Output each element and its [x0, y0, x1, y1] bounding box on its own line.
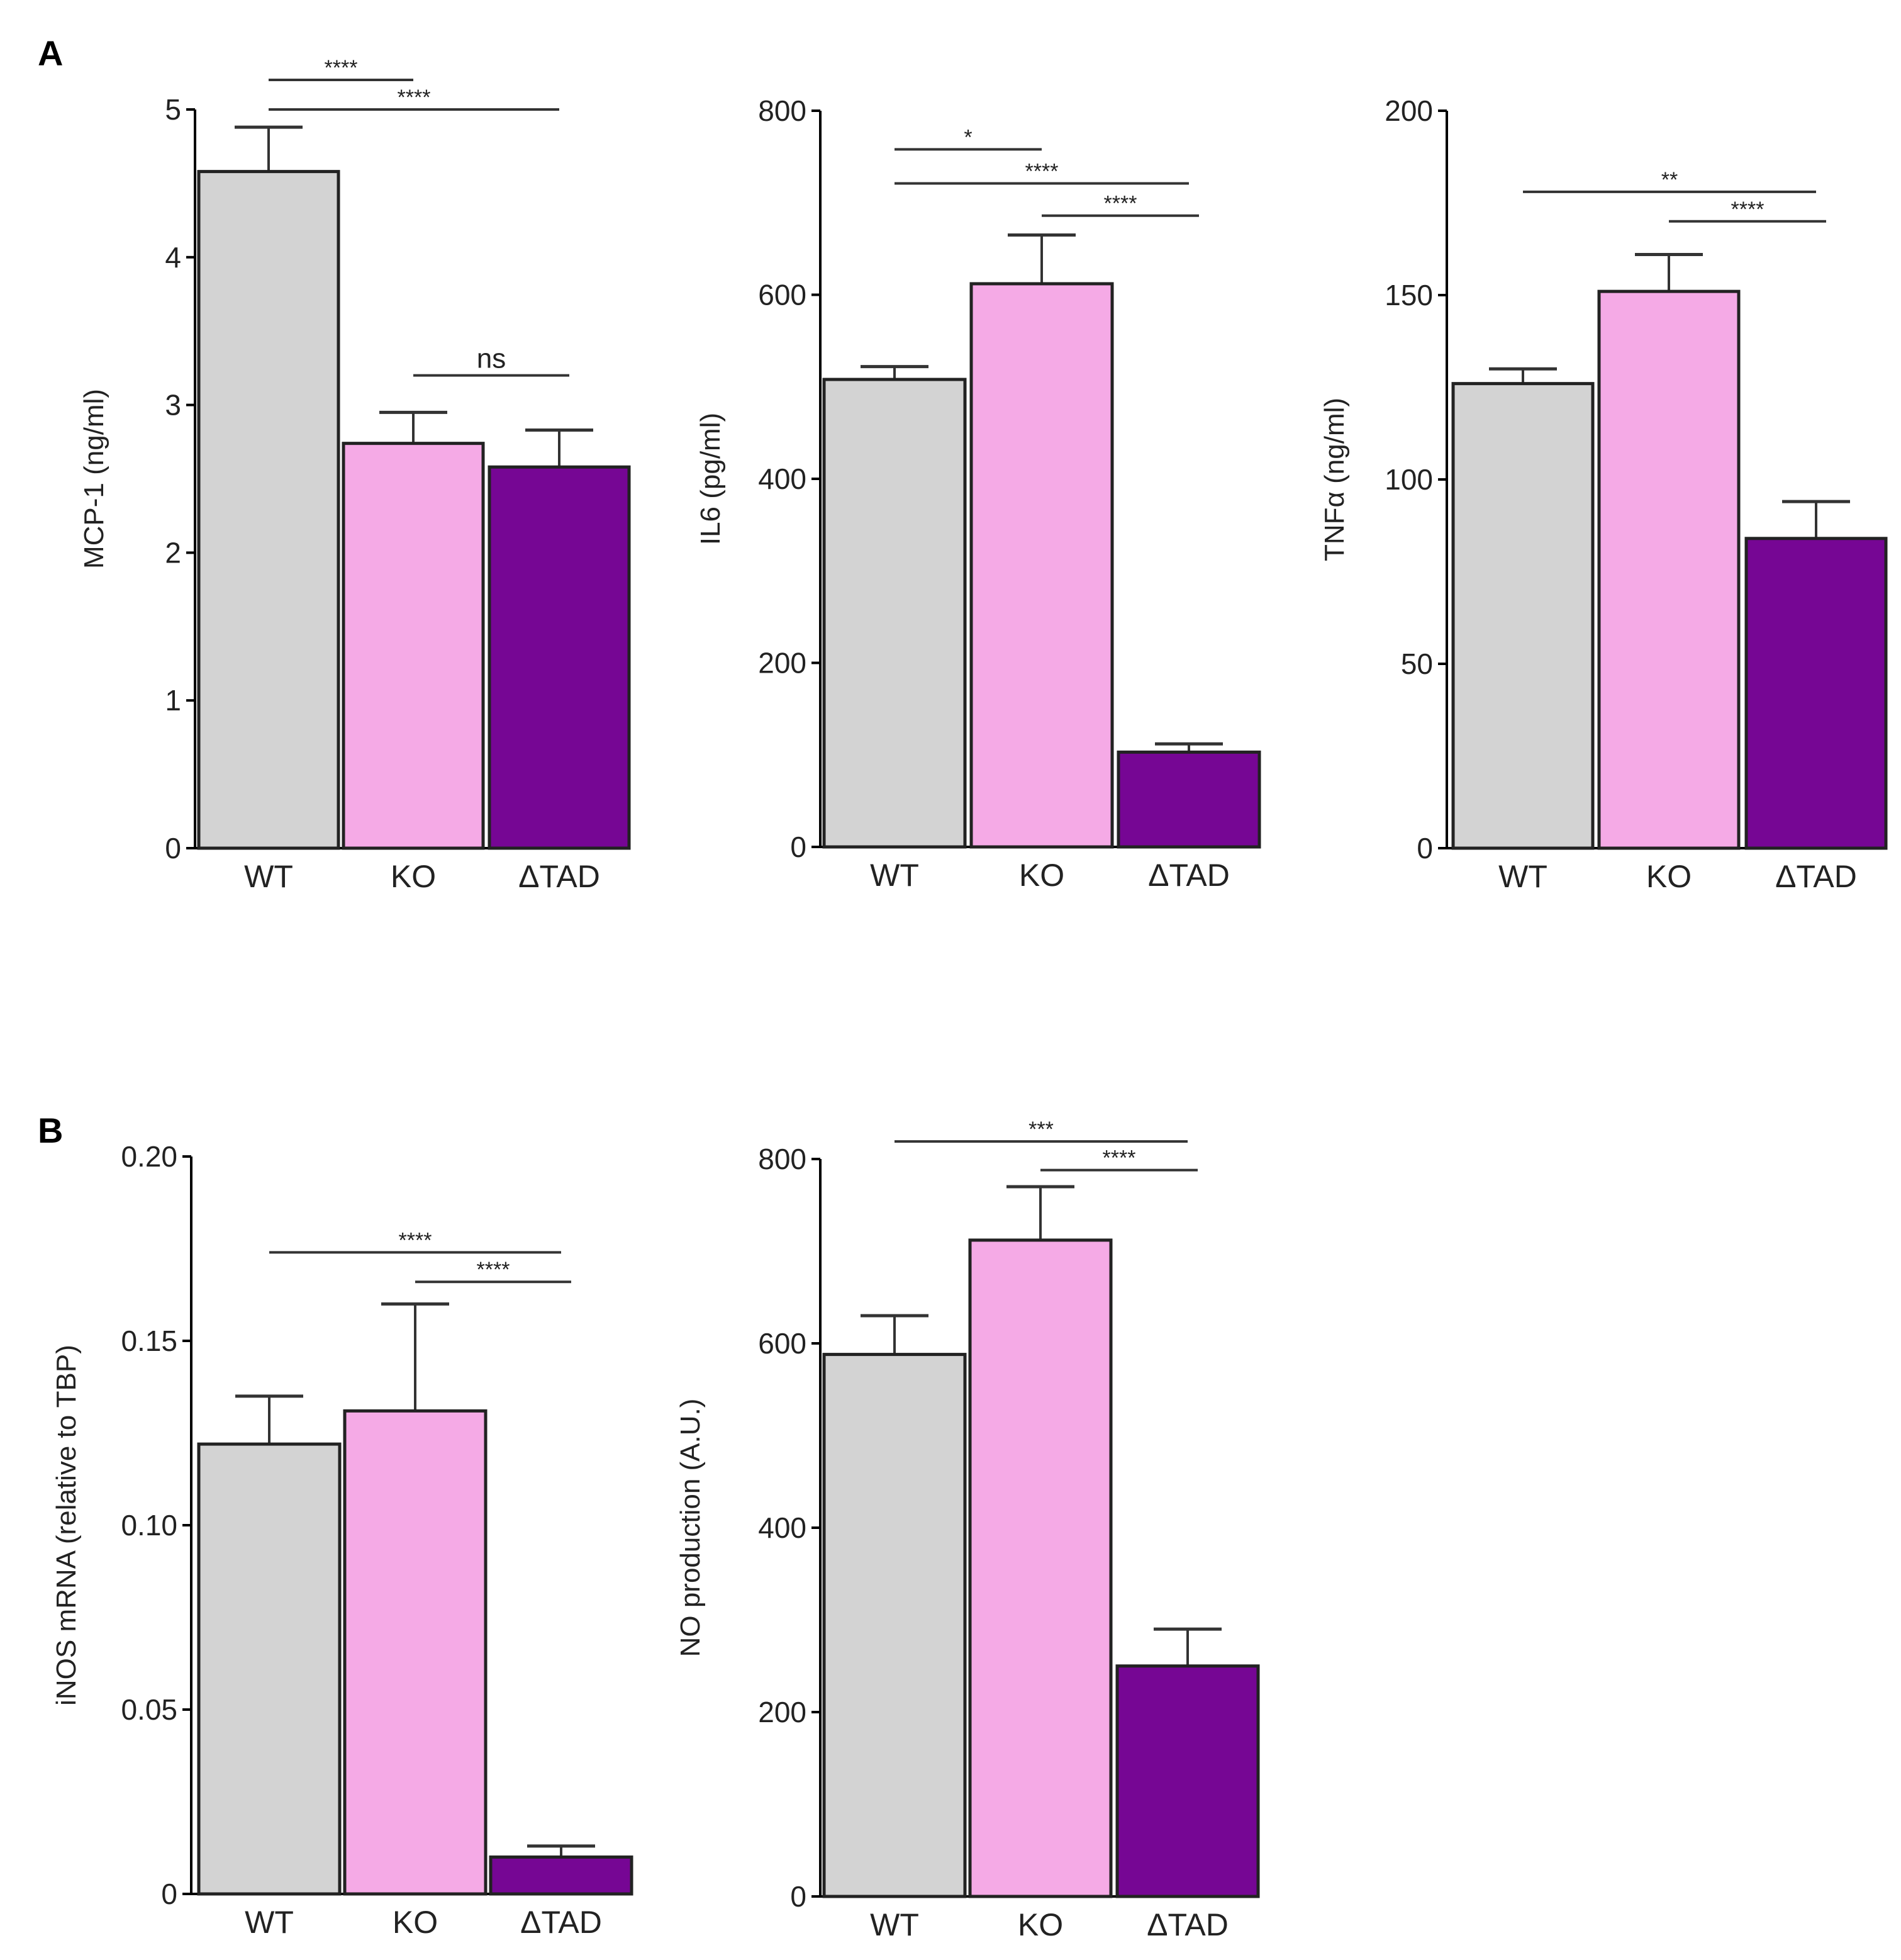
significance-label: * — [964, 125, 972, 149]
bar-wt — [197, 1442, 342, 1896]
y-axis-label: NO production (A.U.) — [675, 1399, 706, 1657]
bar-ko — [1597, 289, 1741, 850]
significance-label: **** — [1025, 160, 1059, 184]
y-tick-label: 1 — [165, 684, 181, 717]
y-tick-label: 0.10 — [121, 1509, 177, 1542]
y-tick-label: 200 — [1385, 94, 1433, 127]
significance-label: **** — [1103, 1146, 1136, 1170]
y-tick-label: 200 — [758, 647, 806, 680]
x-tick-label: WT — [245, 1905, 294, 1940]
y-tick-label: 0 — [790, 1880, 806, 1913]
x-tick-label: WT — [870, 858, 919, 893]
x-tick-label: KO — [391, 859, 436, 894]
y-tick-label: 4 — [165, 241, 181, 274]
bar-chart-5: 0 200 400 600 800 NO production (A.U.) WT KO ΔTA… — [675, 1117, 1260, 1942]
y-tick-label: 50 — [1401, 647, 1433, 680]
x-tick-label: KO — [1019, 858, 1064, 893]
x-tick-label: ΔTAD — [1148, 858, 1230, 893]
bar-wt — [822, 1353, 967, 1898]
x-tick-label: KO — [393, 1905, 438, 1940]
x-tick-label: ΔTAD — [1775, 859, 1857, 894]
bar-ko — [968, 1238, 1113, 1898]
x-tick-label: WT — [244, 859, 293, 894]
x-tick-label: WT — [870, 1907, 919, 1942]
y-tick-label: 0.15 — [121, 1324, 177, 1357]
y-tick-label: 0.20 — [121, 1140, 177, 1173]
x-tick-label: ΔTAD — [1147, 1907, 1229, 1942]
significance-label: **** — [398, 86, 431, 109]
bar-deltatad — [1117, 750, 1261, 849]
x-tick-label: ΔTAD — [520, 1905, 602, 1940]
significance-label: **** — [399, 1228, 432, 1252]
y-tick-label: 0 — [790, 831, 806, 863]
y-tick-label: 2 — [165, 536, 181, 569]
y-axis-label: MCP-1 (ng/ml) — [79, 389, 109, 569]
y-tick-label: 5 — [165, 93, 181, 126]
bar-ko — [343, 1409, 488, 1896]
y-tick-label: 200 — [758, 1696, 806, 1728]
y-tick-label: 400 — [758, 462, 806, 495]
bar-ko — [342, 442, 485, 850]
panel-label-b: B — [38, 1111, 63, 1150]
y-tick-label: 600 — [758, 1327, 806, 1360]
y-tick-label: 600 — [758, 279, 806, 311]
y-axis-label: iNOS mRNA (relative to TBP) — [51, 1345, 82, 1706]
x-tick-label: KO — [1018, 1907, 1063, 1942]
y-tick-label: 0 — [161, 1878, 177, 1910]
x-tick-label: WT — [1498, 859, 1547, 894]
significance-label: ** — [1661, 168, 1678, 192]
bar-chart-1: 0 1 2 3 4 5 MCP-1 (ng/ml) WT KO ΔTAD **** **** ns — [79, 56, 631, 894]
y-tick-label: 400 — [758, 1511, 806, 1544]
significance-label: *** — [1029, 1117, 1054, 1141]
bar-deltatad — [488, 465, 631, 850]
bar-ko — [969, 282, 1114, 849]
x-tick-label: ΔTAD — [518, 859, 600, 894]
significance-label: **** — [477, 1258, 510, 1282]
y-axis-label: TNFα (ng/ml) — [1319, 398, 1350, 561]
y-tick-label: 3 — [165, 389, 181, 422]
significance-label: **** — [325, 56, 358, 80]
panel-label-a: A — [38, 33, 63, 73]
y-tick-label: 100 — [1385, 463, 1433, 496]
y-tick-label: 150 — [1385, 279, 1433, 311]
bar-wt — [822, 378, 967, 849]
bar-deltatad — [489, 1855, 633, 1896]
y-tick-label: 800 — [758, 1143, 806, 1175]
significance-label: **** — [1104, 192, 1137, 216]
bar-deltatad — [1115, 1664, 1260, 1898]
bar-chart-4: 0 0.05 0.10 0.15 0.20 iNOS mRNA (relative to … — [51, 1140, 633, 1940]
significance-label: ns — [477, 344, 506, 374]
y-tick-label: 800 — [758, 94, 806, 127]
significance-label: **** — [1731, 198, 1764, 221]
y-tick-label: 0 — [1417, 832, 1433, 865]
bar-wt — [197, 170, 340, 850]
bar-deltatad — [1744, 537, 1888, 850]
y-tick-label: 0 — [165, 832, 181, 865]
y-axis-label: IL6 (pg/ml) — [695, 413, 726, 545]
x-tick-label: KO — [1646, 859, 1692, 894]
bar-wt — [1451, 382, 1595, 850]
y-tick-label: 0.05 — [121, 1693, 177, 1726]
